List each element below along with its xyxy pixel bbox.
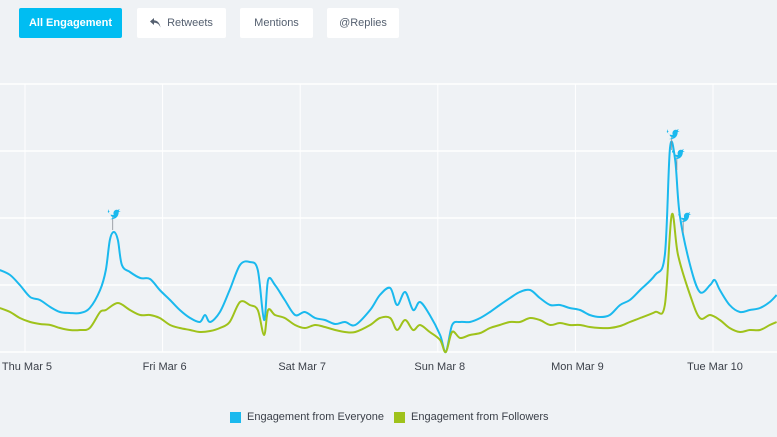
everyone-swatch [230, 411, 241, 423]
series-line-everyone [0, 140, 777, 354]
all-engagement-button[interactable]: All Engagement [19, 8, 122, 38]
replies-label: @Replies [339, 17, 387, 29]
twitter-bird-icon[interactable] [671, 149, 685, 170]
x-tick-label: Tue Mar 10 [687, 361, 743, 373]
mentions-button[interactable]: Mentions [240, 8, 313, 38]
mentions-label: Mentions [254, 17, 299, 29]
legend-item-everyone[interactable]: Engagement from Everyone [230, 411, 384, 423]
gridlines [0, 83, 777, 353]
legend-item-followers[interactable]: Engagement from Followers [394, 411, 549, 423]
legend-label-everyone: Engagement from Everyone [247, 411, 384, 423]
retweet-arrow-icon [150, 18, 161, 28]
x-tick-label: Sun Mar 8 [414, 361, 465, 373]
retweets-label: Retweets [167, 17, 213, 29]
twitter-bird-icon[interactable] [107, 209, 121, 230]
series-lines [0, 140, 777, 354]
followers-swatch [394, 411, 405, 423]
x-tick-label: Thu Mar 5 [2, 361, 52, 373]
x-tick-label: Fri Mar 6 [143, 361, 187, 373]
all-engagement-label: All Engagement [28, 17, 113, 29]
replies-button[interactable]: @Replies [327, 8, 399, 38]
legend-label-followers: Engagement from Followers [411, 411, 549, 423]
x-axis-ticks: Thu Mar 5 Fri Mar 6 Sat Mar 7 Sun Mar 8 Mon … [2, 361, 743, 373]
series-line-followers [0, 212, 777, 354]
x-tick-label: Mon Mar 9 [551, 361, 604, 373]
retweets-button[interactable]: Retweets [137, 8, 226, 38]
engagement-chart: Thu Mar 5 Fri Mar 6 Sat Mar 7 Sun Mar 8 Mon … [0, 83, 777, 373]
twitter-bird-icon[interactable] [666, 129, 680, 150]
twitter-bird-icon[interactable] [678, 212, 692, 233]
x-tick-label: Sat Mar 7 [278, 361, 326, 373]
tweet-markers [107, 129, 692, 233]
